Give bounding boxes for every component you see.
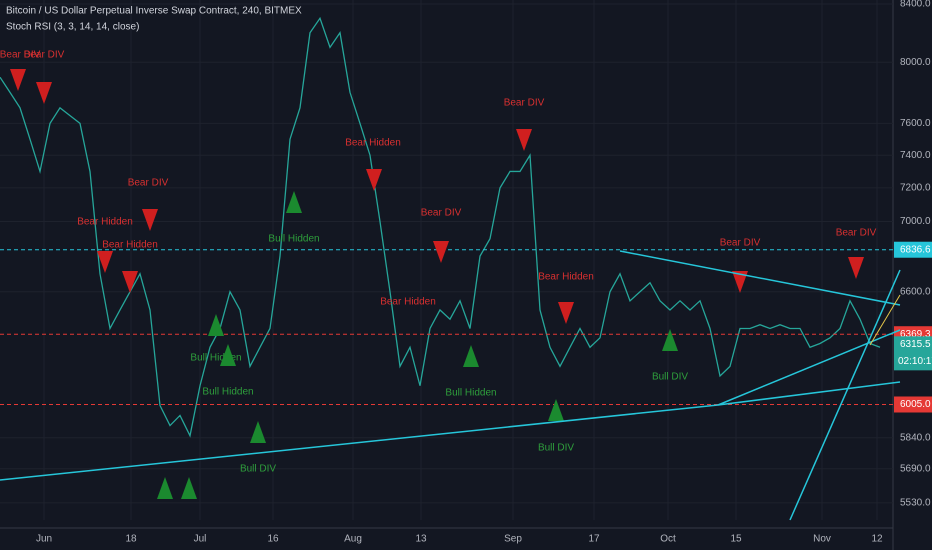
y-tick-label: 7400.0	[900, 150, 931, 161]
bear-marker	[433, 241, 449, 263]
annotation: Bear Hidden	[102, 240, 158, 251]
y-tick-label: 5530.0	[900, 497, 931, 508]
annotation: Bull DIV	[240, 464, 276, 475]
y-tick-label: 7200.0	[900, 183, 931, 194]
x-tick-label: 16	[267, 534, 279, 545]
x-tick-label: Jul	[194, 534, 207, 545]
bear-marker	[732, 271, 748, 293]
annotation: Bear Hidden	[77, 217, 133, 228]
y-tick-label: 5840.0	[900, 432, 931, 443]
annotation: Bear DIV	[421, 208, 462, 219]
level-label: 6836.6	[900, 244, 931, 255]
annotation: Bear Hidden	[538, 272, 594, 283]
x-tick-label: 17	[588, 534, 600, 545]
x-tick-label: Aug	[344, 534, 362, 545]
chart-title: Bitcoin / US Dollar Perpetual Inverse Sw…	[6, 6, 302, 17]
x-tick-label: 13	[415, 534, 427, 545]
annotation: Bear DIV	[836, 228, 877, 239]
price-box	[894, 336, 932, 371]
bear-marker	[366, 169, 382, 191]
annotation: Bear DIV	[24, 50, 65, 61]
last-price: 6315.5	[900, 339, 931, 350]
bull-marker	[157, 477, 173, 499]
x-tick-label: 15	[730, 534, 742, 545]
trend-line	[619, 250, 901, 306]
annotation: Bear DIV	[128, 178, 169, 189]
x-tick-label: Sep	[504, 534, 522, 545]
bull-marker	[548, 399, 564, 421]
annotation: Bull Hidden	[190, 353, 241, 364]
bear-marker	[516, 129, 532, 151]
price-line	[0, 16, 881, 438]
bear-marker	[97, 251, 113, 273]
x-tick-label: Jun	[36, 534, 52, 545]
bear-marker	[10, 69, 26, 91]
x-tick-label: 12	[871, 534, 883, 545]
bear-marker	[142, 209, 158, 231]
y-tick-label: 7000.0	[900, 216, 931, 227]
trend-line	[789, 269, 901, 521]
level-label: 6369.3	[900, 329, 931, 340]
y-tick-label: 6600.0	[900, 286, 931, 297]
trend-line	[717, 381, 901, 406]
bull-marker	[181, 477, 197, 499]
x-tick-label: 18	[125, 534, 137, 545]
annotation: Bear DIV	[720, 238, 761, 249]
indicator-label: Stoch RSI (3, 3, 14, 14, close)	[6, 22, 139, 33]
bull-marker	[220, 344, 236, 366]
annotation: Bull DIV	[538, 443, 574, 454]
annotation: Bull Hidden	[268, 234, 319, 245]
countdown: 02:10:17	[898, 356, 932, 367]
x-tick-label: Oct	[660, 534, 676, 545]
annotation: Bear Hidden	[380, 297, 436, 308]
annotation: Bear Hidden	[345, 138, 401, 149]
bull-marker	[208, 314, 224, 336]
bear-marker	[558, 302, 574, 324]
level-box	[894, 241, 932, 258]
trend-line	[869, 294, 901, 346]
annotation: Bull DIV	[652, 372, 688, 383]
bull-marker	[662, 329, 678, 351]
bull-marker	[463, 345, 479, 367]
y-tick-label: 5690.0	[900, 463, 931, 474]
x-tick-label: Nov	[813, 534, 831, 545]
bear-marker	[122, 271, 138, 293]
trend-line	[717, 329, 901, 406]
y-tick-label: 8000.0	[900, 57, 931, 68]
bull-marker	[250, 421, 266, 443]
trend-line	[0, 404, 719, 481]
annotation: Bear DIV	[504, 98, 545, 109]
bull-marker	[286, 191, 302, 213]
level-label: 6005.0	[900, 399, 931, 410]
annotation: Bull Hidden	[202, 387, 253, 398]
bear-marker	[36, 82, 52, 104]
y-tick-label: 7600.0	[900, 118, 931, 129]
y-tick-label: 8400.0	[900, 0, 931, 10]
level-box	[894, 396, 932, 413]
annotation: Bull Hidden	[445, 388, 496, 399]
bear-marker	[848, 257, 864, 279]
annotation: Bear DIV	[0, 50, 41, 61]
trend-lines	[0, 250, 901, 521]
